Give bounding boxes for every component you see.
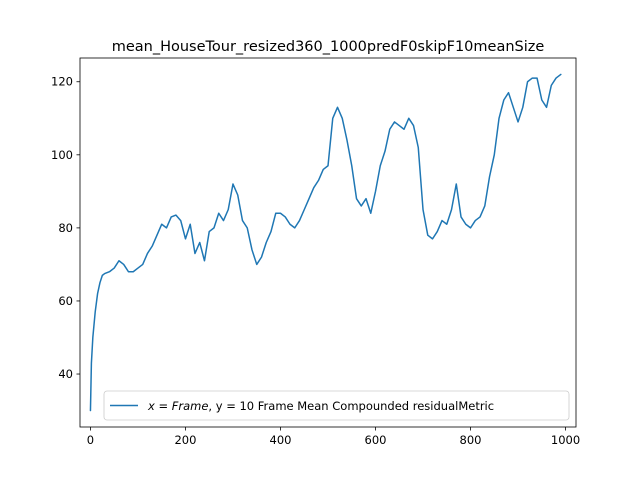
legend-box [103, 390, 570, 421]
y-tick-label: 80 [58, 221, 73, 235]
x-tick-label: 0 [87, 433, 94, 447]
plot-frame [79, 57, 577, 428]
x-tick-label: 400 [270, 433, 292, 447]
y-tick-label: 100 [51, 148, 73, 162]
x-tick-label: 800 [460, 433, 482, 447]
legend-label-text: , y = 10 Frame Mean Compounded residualM… [208, 399, 494, 413]
legend-label: x = Frame, y = 10 Frame Mean Compounded … [147, 399, 494, 413]
legend-label-math: x = Frame [147, 399, 208, 413]
x-tick-label: 1000 [551, 433, 580, 447]
x-tick-label: 600 [365, 433, 387, 447]
y-tick-label: 40 [58, 367, 73, 381]
y-tick-label: 120 [51, 75, 73, 89]
y-tick-label: 60 [58, 294, 73, 308]
series-line-0 [89, 73, 562, 412]
chart-title: mean_HouseTour_resized360_1000predF0skip… [112, 39, 545, 55]
x-tick-label: 200 [174, 433, 196, 447]
legend: x = Frame, y = 10 Frame Mean Compounded … [103, 390, 570, 421]
